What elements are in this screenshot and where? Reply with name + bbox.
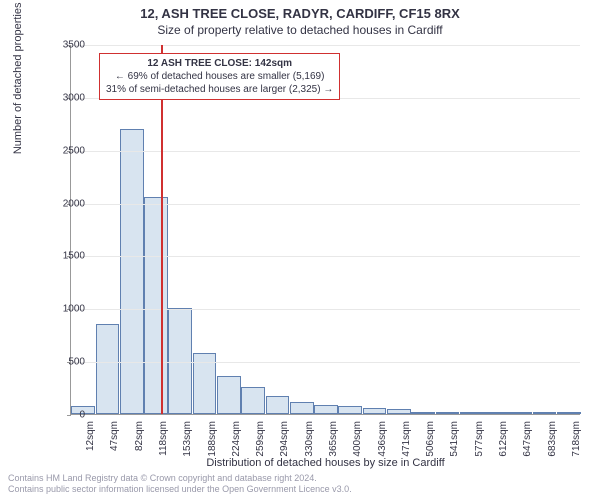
- histogram-bar: [557, 412, 581, 414]
- bars-container: [71, 45, 580, 414]
- histogram-bar: [314, 405, 338, 415]
- x-tick-label: 541sqm: [449, 421, 460, 461]
- x-tick-label: 153sqm: [182, 421, 193, 461]
- y-tick-label: 0: [45, 410, 85, 421]
- callout-line1: 12 ASH TREE CLOSE: 142sqm: [106, 57, 333, 70]
- x-tick-label: 506sqm: [425, 421, 436, 461]
- histogram-bar: [533, 412, 557, 414]
- histogram-bar: [363, 408, 387, 414]
- y-tick-label: 2500: [45, 145, 85, 156]
- chart-title-main: 12, ASH TREE CLOSE, RADYR, CARDIFF, CF15…: [0, 0, 600, 21]
- x-tick-label: 188sqm: [207, 421, 218, 461]
- y-axis-label: Number of detached properties: [12, 3, 24, 155]
- x-tick-label: 224sqm: [231, 421, 242, 461]
- x-tick-label: 330sqm: [304, 421, 315, 461]
- histogram-bar: [168, 308, 192, 414]
- grid-line: [71, 45, 580, 46]
- x-tick-label: 259sqm: [255, 421, 266, 461]
- x-tick-label: 400sqm: [352, 421, 363, 461]
- grid-line: [71, 309, 580, 310]
- histogram-bar: [387, 409, 411, 414]
- x-tick-label: 12sqm: [85, 421, 96, 461]
- chart-title-sub: Size of property relative to detached ho…: [0, 21, 600, 37]
- y-tick-label: 500: [45, 357, 85, 368]
- y-tick-label: 1500: [45, 251, 85, 262]
- histogram-bar: [338, 406, 362, 414]
- x-tick-label: 471sqm: [401, 421, 412, 461]
- chart-plot-area: 12 ASH TREE CLOSE: 142sqm ← 69% of detac…: [70, 45, 580, 415]
- x-tick-label: 436sqm: [377, 421, 388, 461]
- x-tick-label: 47sqm: [109, 421, 120, 461]
- histogram-bar: [460, 412, 484, 414]
- histogram-bar: [290, 402, 314, 414]
- x-tick-label: 294sqm: [279, 421, 290, 461]
- grid-line: [71, 256, 580, 257]
- histogram-bar: [411, 412, 435, 414]
- histogram-bar: [484, 412, 508, 414]
- footer-line2: Contains public sector information licen…: [8, 484, 352, 496]
- grid-line: [71, 204, 580, 205]
- x-tick-label: 683sqm: [547, 421, 558, 461]
- y-tick-label: 3500: [45, 40, 85, 51]
- grid-line: [71, 362, 580, 363]
- grid-line: [71, 151, 580, 152]
- x-tick-label: 577sqm: [474, 421, 485, 461]
- histogram-bar: [120, 129, 144, 414]
- y-tick-label: 2000: [45, 198, 85, 209]
- x-axis-label: Distribution of detached houses by size …: [71, 457, 580, 469]
- x-tick-label: 647sqm: [522, 421, 533, 461]
- histogram-bar: [217, 376, 241, 414]
- histogram-bar: [96, 324, 120, 414]
- histogram-bar: [436, 412, 460, 414]
- y-tick-label: 3000: [45, 92, 85, 103]
- y-tick-label: 1000: [45, 304, 85, 315]
- x-tick-label: 612sqm: [498, 421, 509, 461]
- property-marker-line: [161, 45, 163, 414]
- footer-line1: Contains HM Land Registry data © Crown c…: [8, 473, 352, 485]
- x-tick-label: 82sqm: [134, 421, 145, 461]
- callout-box: 12 ASH TREE CLOSE: 142sqm ← 69% of detac…: [99, 53, 340, 100]
- histogram-bar: [241, 387, 265, 414]
- footer-attribution: Contains HM Land Registry data © Crown c…: [8, 473, 352, 496]
- callout-line2: ← 69% of detached houses are smaller (5,…: [106, 70, 333, 83]
- callout-line3: 31% of semi-detached houses are larger (…: [106, 83, 333, 96]
- x-tick-label: 718sqm: [571, 421, 582, 461]
- histogram-bar: [266, 396, 290, 414]
- x-tick-label: 365sqm: [328, 421, 339, 461]
- x-tick-label: 118sqm: [158, 421, 169, 461]
- histogram-bar: [144, 197, 168, 414]
- histogram-bar: [508, 412, 532, 414]
